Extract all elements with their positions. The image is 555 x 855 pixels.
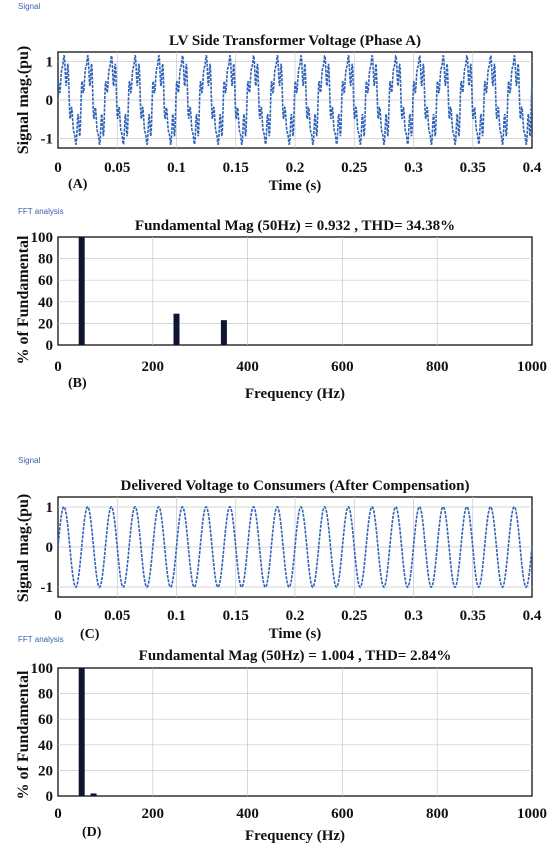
y-tick-label: 80 (38, 687, 53, 703)
chart-panel-d: FFT analysis Fundamental Mag (50Hz) = 1.0… (15, 635, 547, 844)
y-tick-label: 100 (31, 661, 54, 677)
chart-title: Delivered Voltage to Consumers (After Co… (121, 478, 470, 494)
y-tick-label: 0 (46, 93, 54, 109)
x-tick-label: 0.1 (167, 160, 186, 176)
x-axis-label: Frequency (Hz) (245, 828, 345, 844)
x-tick-label: 0.05 (104, 160, 130, 176)
x-tick-label: 1000 (517, 806, 547, 822)
y-tick-label: 0 (46, 789, 54, 805)
y-tick-label: 60 (38, 712, 53, 728)
y-tick-label: 20 (38, 763, 53, 779)
x-tick-label: 0.3 (404, 160, 423, 176)
harmonic-bar (78, 668, 85, 796)
harmonic-bar (90, 793, 97, 796)
x-tick-label: 0.15 (223, 160, 249, 176)
x-tick-label: 200 (142, 806, 165, 822)
x-axis-label: Time (s) (269, 178, 322, 194)
y-tick-label: 0 (46, 540, 54, 556)
y-axis-label: Signal mag.(pu) (15, 494, 32, 602)
x-tick-label: 200 (142, 359, 165, 375)
x-tick-label: 400 (236, 359, 259, 375)
x-tick-label: 800 (426, 806, 449, 822)
x-tick-label: 0.05 (104, 608, 130, 624)
x-tick-label: 0.35 (460, 160, 486, 176)
plot-area (57, 667, 533, 797)
voltage-waveform (57, 505, 533, 589)
x-tick-label: 1000 (517, 359, 547, 375)
x-tick-label: 0.25 (341, 608, 367, 624)
x-tick-label: 0.3 (404, 608, 423, 624)
panel-label: (D) (82, 825, 102, 840)
harmonic-bar (220, 320, 227, 345)
chart-title: LV Side Transformer Voltage (Phase A) (169, 33, 421, 49)
x-tick-label: 0.35 (460, 608, 486, 624)
harmonic-bar (78, 237, 85, 345)
panel-label: (A) (68, 177, 88, 192)
panel-label: (B) (68, 376, 87, 391)
harmonic-bar (173, 313, 180, 345)
panel-tag: FFT analysis (18, 207, 64, 216)
x-tick-label: 600 (331, 806, 354, 822)
x-tick-label: 0.15 (223, 608, 249, 624)
y-tick-label: 80 (38, 252, 53, 268)
x-tick-label: 0 (54, 806, 62, 822)
y-tick-label: 40 (38, 738, 53, 754)
chart-panel-b: FFT analysis Fundamental Mag (50Hz) = 0.9… (15, 207, 547, 402)
x-tick-label: 0.1 (167, 608, 186, 624)
y-tick-label: 100 (31, 230, 54, 246)
panel-tag: Signal (18, 456, 40, 465)
x-tick-label: 0 (54, 160, 62, 176)
y-axis-label: % of Fundamental (15, 235, 32, 364)
y-tick-label: 1 (46, 55, 54, 71)
panel-label: (C) (80, 627, 100, 642)
x-tick-label: 0.4 (523, 160, 542, 176)
x-tick-label: 0.2 (286, 160, 305, 176)
x-tick-label: 0.25 (341, 160, 367, 176)
panel-tag: Signal (18, 2, 40, 11)
x-tick-label: 0 (54, 608, 62, 624)
y-axis-label: % of Fundamental (15, 670, 32, 799)
plot-area (57, 236, 533, 346)
panel-tag: FFT analysis (18, 635, 64, 644)
y-tick-label: 0 (46, 338, 54, 354)
chart-title: Fundamental Mag (50Hz) = 1.004 , THD= 2.… (139, 648, 452, 664)
y-tick-label: -1 (41, 131, 54, 147)
x-tick-label: 0 (54, 359, 62, 375)
x-tick-label: 0.2 (286, 608, 305, 624)
y-axis-label: Signal mag.(pu) (15, 46, 32, 154)
y-tick-label: 60 (38, 273, 53, 289)
x-axis-label: Time (s) (269, 626, 322, 642)
chart-panel-c: Signal Delivered Voltage to Consumers (Af… (15, 456, 542, 642)
chart-title: Fundamental Mag (50Hz) = 0.932 , THD= 34… (135, 218, 455, 234)
voltage-waveform (57, 54, 533, 146)
y-tick-label: 20 (38, 316, 53, 332)
x-tick-label: 400 (236, 806, 259, 822)
y-tick-label: -1 (41, 580, 54, 596)
x-axis-label: Frequency (Hz) (245, 386, 345, 402)
y-tick-label: 40 (38, 295, 53, 311)
x-tick-label: 800 (426, 359, 449, 375)
x-tick-label: 600 (331, 359, 354, 375)
chart-panel-a: Signal LV Side Transformer Voltage (Phase… (15, 2, 542, 194)
x-tick-label: 0.4 (523, 608, 542, 624)
y-tick-label: 1 (46, 500, 54, 516)
